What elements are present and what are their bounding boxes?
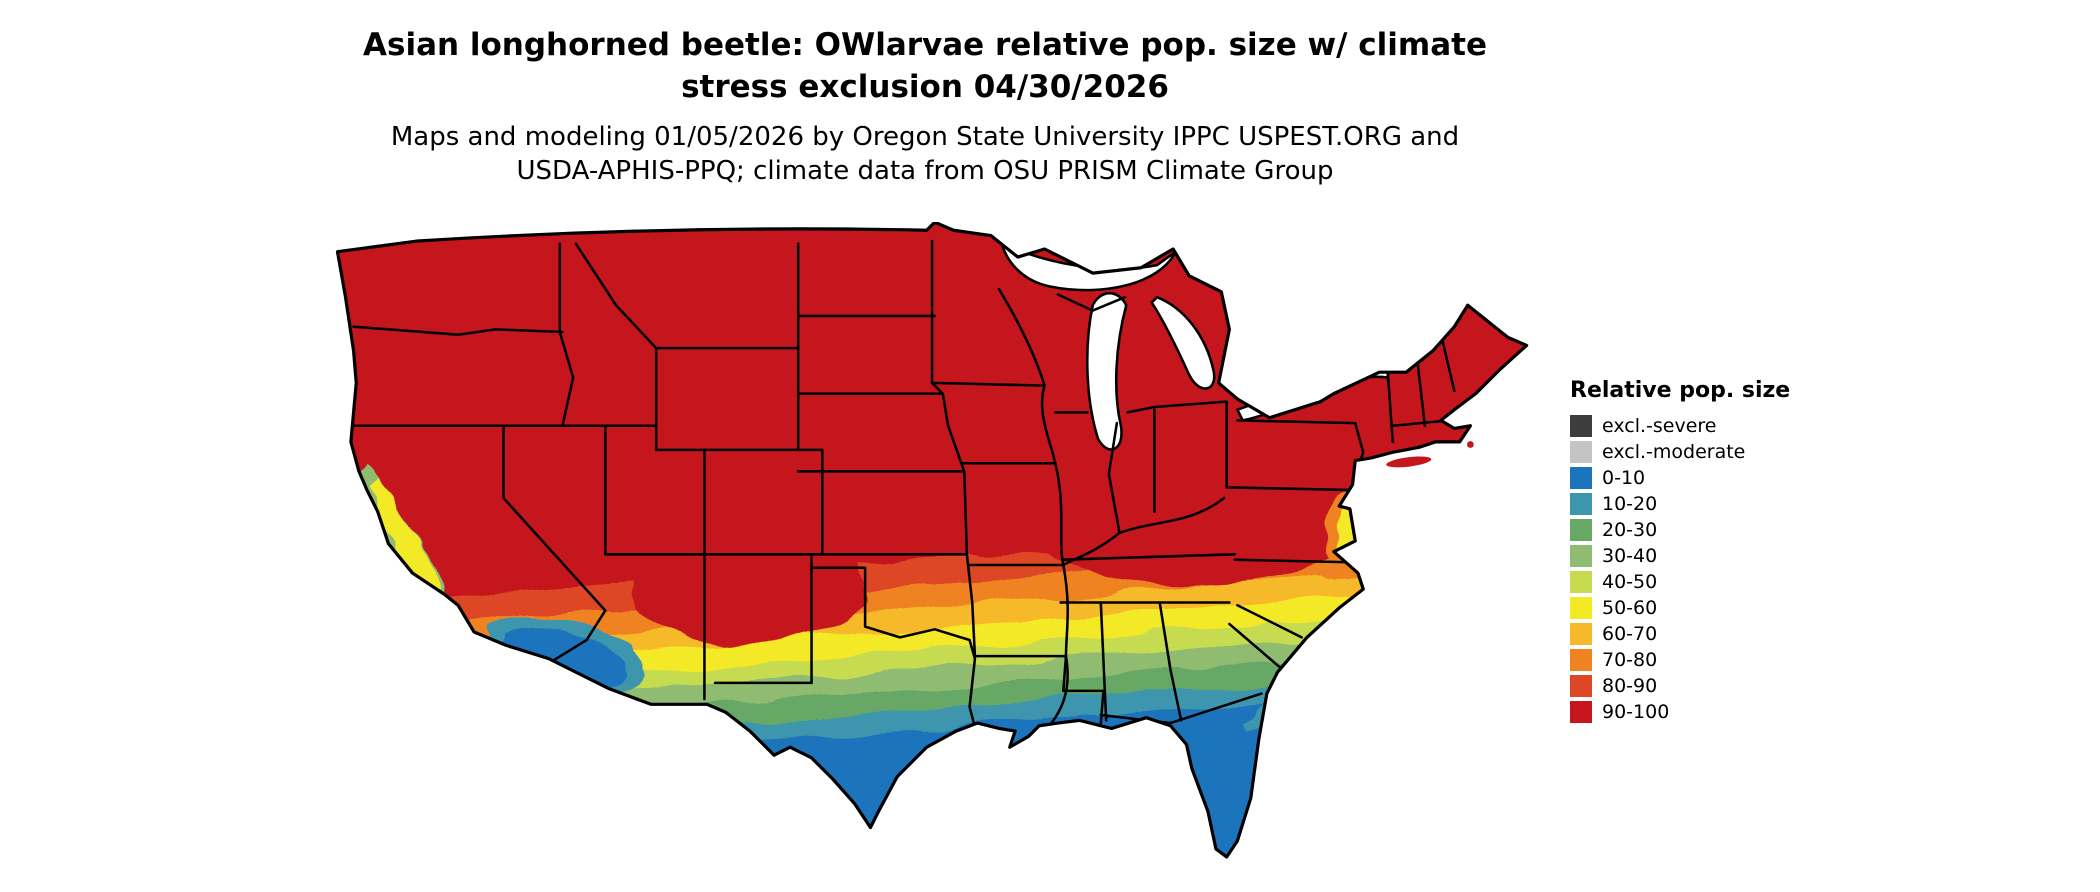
legend-row: excl.-severe (1570, 413, 1790, 439)
page-title: Asian longhorned beetle: OWlarvae relati… (250, 24, 1600, 108)
legend-swatch (1570, 571, 1592, 593)
title-line-1: Asian longhorned beetle: OWlarvae relati… (363, 27, 1487, 63)
state-boundaries (346, 239, 1456, 749)
legend-swatch (1570, 519, 1592, 541)
legend-row: 0-10 (1570, 465, 1790, 491)
map-clip-group (337, 222, 1527, 857)
legend-label: 50-60 (1602, 597, 1658, 619)
legend-swatch (1570, 545, 1592, 567)
legend-row: excl.-moderate (1570, 439, 1790, 465)
legend-swatch (1570, 441, 1592, 463)
us-map-svg (335, 220, 1529, 859)
legend-row: 90-100 (1570, 699, 1790, 725)
legend-row: 40-50 (1570, 569, 1790, 595)
legend-label: 90-100 (1602, 701, 1670, 723)
population-raster (337, 222, 1527, 857)
legend-label: 10-20 (1602, 493, 1658, 515)
latitude-bands (337, 222, 1527, 857)
legend-row: 30-40 (1570, 543, 1790, 569)
legend-items: excl.-severe excl.-moderate 0-10 10-20 20-30… (1570, 413, 1790, 725)
legend-swatch (1570, 649, 1592, 671)
legend-row: 20-30 (1570, 517, 1790, 543)
legend-swatch (1570, 493, 1592, 515)
us-outline (335, 220, 1529, 859)
legend-label: excl.-moderate (1602, 441, 1746, 463)
subtitle-line-2: USDA-APHIS-PPQ; climate data from OSU PR… (516, 156, 1334, 186)
legend-row: 50-60 (1570, 595, 1790, 621)
appalachia-red-patch (1040, 490, 1349, 587)
legend-label: 20-30 (1602, 519, 1658, 541)
lake-michigan (1086, 291, 1128, 451)
island-dot (1507, 346, 1516, 355)
legend-swatch (1570, 415, 1592, 437)
southwest-red-patch (630, 527, 867, 646)
legend-label: excl.-severe (1602, 415, 1717, 437)
title-line-2: stress exclusion 04/30/2026 (681, 69, 1169, 105)
legend-swatch (1570, 467, 1592, 489)
us-map (300, 220, 1532, 892)
island-dot (1467, 441, 1474, 448)
legend-title: Relative pop. size (1570, 378, 1791, 403)
lake-huron (1150, 295, 1216, 390)
legend-row: 10-20 (1570, 491, 1790, 517)
desert-blue-patch (498, 626, 631, 689)
midatlantic-orange-patch (1325, 490, 1385, 571)
legend-row: 60-70 (1570, 621, 1790, 647)
lake-superior (1000, 242, 1178, 292)
legend-row: 80-90 (1570, 673, 1790, 699)
legend-swatch (1570, 623, 1592, 645)
legend-label: 80-90 (1602, 675, 1658, 697)
long-island (1386, 456, 1432, 468)
legend-swatch (1570, 675, 1592, 697)
legend-label: 70-80 (1602, 649, 1658, 671)
legend-label: 40-50 (1602, 571, 1658, 593)
legend-label: 60-70 (1602, 623, 1658, 645)
legend-swatch (1570, 701, 1592, 723)
legend: Relative pop. size excl.-severe excl.-mod… (1570, 378, 1790, 725)
legend-label: 30-40 (1602, 545, 1658, 567)
legend-row: 70-80 (1570, 647, 1790, 673)
legend-swatch (1570, 597, 1592, 619)
subtitle-line-1: Maps and modeling 01/05/2026 by Oregon S… (390, 122, 1460, 152)
legend-label: 0-10 (1602, 467, 1646, 489)
map-subtitle: Maps and modeling 01/05/2026 by Oregon S… (250, 120, 1600, 188)
